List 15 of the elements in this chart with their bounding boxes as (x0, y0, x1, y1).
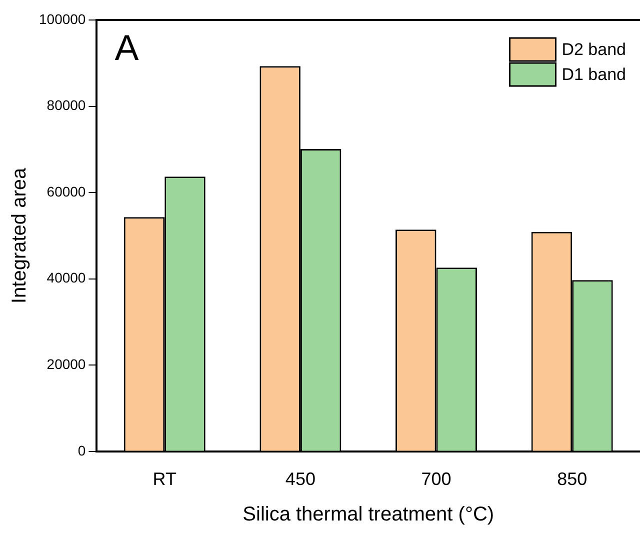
x-tick-label: RT (152, 469, 176, 490)
y-axis-title: Integrated area (8, 166, 31, 304)
x-axis-title: Silica thermal treatment (°C) (242, 504, 494, 526)
x-tick-label: 450 (285, 469, 316, 490)
y-tick-label: 40000 (46, 270, 86, 286)
y-tick-label: 60000 (46, 183, 86, 200)
y-tick-label: 20000 (46, 356, 86, 372)
y-tick-label: 80000 (46, 97, 86, 114)
x-tick-label: 850 (557, 469, 588, 490)
y-tick-label: 100000 (39, 10, 86, 27)
annotation: A (114, 26, 139, 68)
legend-label: D1 band (562, 65, 626, 84)
x-tick-label: 700 (421, 469, 452, 490)
legend-label: D2 band (562, 40, 626, 60)
y-tick-label: 0 (78, 442, 86, 458)
